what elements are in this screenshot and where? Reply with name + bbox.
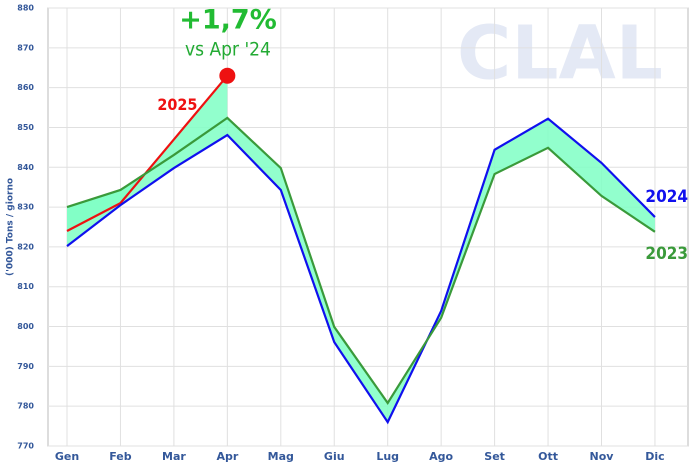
x-tick-label: Lug — [376, 450, 399, 463]
y-tick-label: 850 — [17, 123, 34, 132]
band-fill — [67, 75, 228, 231]
x-tick-label: Set — [484, 450, 505, 463]
x-tick-label: Mag — [268, 450, 294, 463]
annotation: +1,7% — [179, 5, 277, 36]
y-tick-label: 880 — [17, 4, 34, 13]
series-line — [66, 116, 656, 405]
y-tick-label: 780 — [17, 402, 34, 411]
y-tick-label: 830 — [17, 203, 34, 212]
y-tick-label: 800 — [17, 322, 34, 331]
highlight-dot — [219, 67, 236, 84]
series-label: 2024 — [645, 187, 688, 207]
watermark: CLAL — [457, 11, 663, 97]
y-tick-label: 770 — [17, 442, 34, 451]
y-tick-label: 860 — [17, 83, 34, 92]
y-tick-label: 870 — [17, 43, 34, 52]
y-tick-label: 820 — [17, 242, 34, 251]
x-tick-label: Ago — [429, 450, 453, 463]
series-label: 2025 — [157, 95, 197, 114]
y-tick-label: 840 — [17, 163, 34, 172]
x-tick-label: Apr — [216, 450, 238, 463]
x-tick-label: Gen — [55, 450, 79, 463]
x-tick-label: Ott — [538, 450, 558, 463]
series-label: 2023 — [645, 244, 688, 264]
y-axis-label: ('000) Tons / giorno — [6, 178, 16, 276]
series-line — [66, 117, 656, 425]
y-tick-label: 810 — [17, 282, 34, 291]
x-tick-label: Nov — [590, 450, 615, 463]
x-tick-label: Giu — [324, 450, 345, 463]
annotation-sub: vs Apr '24 — [185, 39, 271, 61]
y-tick-label: 790 — [17, 362, 34, 371]
x-tick-label: Dic — [645, 450, 664, 463]
x-tick-label: Mar — [162, 450, 186, 463]
x-tick-label: Feb — [109, 450, 132, 463]
